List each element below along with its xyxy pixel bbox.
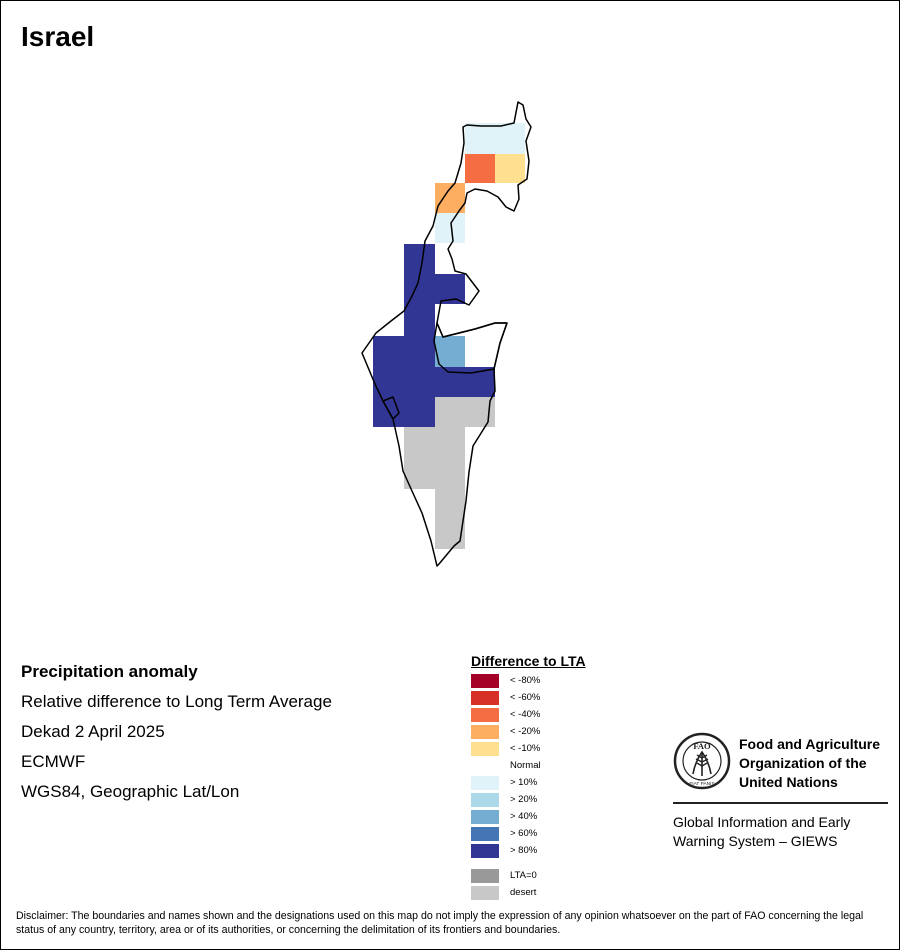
legend-label: < -10% bbox=[510, 743, 541, 754]
gaza-border bbox=[382, 396, 400, 420]
precip-grid bbox=[373, 123, 525, 549]
legend-swatch bbox=[471, 886, 499, 900]
grid-cell bbox=[435, 274, 465, 304]
legend-label: > 60% bbox=[510, 828, 538, 839]
giews-name: Global Information and Early Warning Sys… bbox=[673, 814, 851, 849]
map-canvas bbox=[361, 101, 532, 567]
grid-cell bbox=[495, 123, 525, 154]
legend-label: > 80% bbox=[510, 845, 538, 856]
legend-row: < -40% bbox=[471, 707, 586, 724]
grid-cell bbox=[435, 489, 465, 519]
legend-label: LTA=0 bbox=[510, 870, 537, 881]
info-heading: Precipitation anomaly bbox=[21, 662, 198, 681]
grid-cell bbox=[435, 458, 465, 489]
legend-row: > 40% bbox=[471, 809, 586, 826]
grid-cell bbox=[404, 397, 435, 427]
grid-cell bbox=[373, 367, 404, 397]
disclaimer: Disclaimer: The boundaries and names sho… bbox=[16, 910, 864, 936]
legend-swatch bbox=[471, 793, 499, 807]
fao-divider bbox=[673, 802, 888, 804]
legend-label: < -20% bbox=[510, 726, 541, 737]
legend-label: > 20% bbox=[510, 794, 538, 805]
legend-row: desert bbox=[471, 885, 586, 902]
legend-swatch bbox=[471, 742, 499, 756]
grid-cell bbox=[435, 519, 465, 549]
svg-text:FAO: FAO bbox=[693, 741, 711, 751]
legend-row: < -20% bbox=[471, 724, 586, 741]
legend-swatch bbox=[471, 844, 499, 858]
grid-cell bbox=[404, 336, 435, 367]
info-period: Dekad 2 April 2025 bbox=[21, 722, 165, 741]
legend-row: < -80% bbox=[471, 673, 586, 690]
legend-label: Normal bbox=[510, 760, 541, 771]
grid-cell bbox=[465, 123, 495, 154]
legend-extra-items: LTA=0 desert bbox=[471, 868, 586, 902]
legend-swatch bbox=[471, 691, 499, 705]
legend-swatch bbox=[471, 708, 499, 722]
map-title: Israel bbox=[21, 21, 95, 52]
legend-label: > 40% bbox=[510, 811, 538, 822]
legend-label: > 10% bbox=[510, 777, 538, 788]
west-bank-border bbox=[433, 322, 508, 374]
grid-cell bbox=[465, 154, 495, 183]
fao-name: Food and Agriculture Organization of the… bbox=[739, 736, 881, 790]
grid-cell bbox=[404, 304, 435, 336]
legend-row: < -60% bbox=[471, 690, 586, 707]
legend-swatch bbox=[471, 776, 499, 790]
grid-cell bbox=[404, 427, 435, 458]
grid-cell bbox=[373, 336, 404, 367]
grid-cell bbox=[404, 367, 435, 397]
legend-label: < -60% bbox=[510, 692, 541, 703]
info-source: ECMWF bbox=[21, 752, 86, 771]
legend-row: > 10% bbox=[471, 775, 586, 792]
legend-row: < -10% bbox=[471, 741, 586, 758]
fao-logo-icon: FAO FIAT PANIS bbox=[673, 732, 731, 790]
legend-label: < -40% bbox=[510, 709, 541, 720]
svg-text:FIAT PANIS: FIAT PANIS bbox=[689, 781, 714, 787]
legend-swatch bbox=[471, 869, 499, 883]
legend-label: desert bbox=[510, 887, 537, 898]
grid-cell bbox=[404, 244, 435, 274]
legend-row: LTA=0 bbox=[471, 868, 586, 885]
legend-swatch bbox=[471, 759, 499, 773]
legend: Difference to LTA < -80% < -60% < -40% < -2… bbox=[471, 653, 586, 902]
info-projection: WGS84, Geographic Lat/Lon bbox=[21, 782, 240, 801]
legend-swatch bbox=[471, 674, 499, 688]
legend-swatch bbox=[471, 725, 499, 739]
legend-title: Difference to LTA bbox=[471, 653, 586, 669]
info-description: Relative difference to Long Term Average bbox=[21, 692, 332, 711]
grid-cell bbox=[435, 427, 465, 458]
israel-border bbox=[361, 101, 532, 567]
legend-swatch bbox=[471, 810, 499, 824]
legend-swatch bbox=[471, 827, 499, 841]
grid-cell bbox=[435, 397, 465, 427]
map-info: Precipitation anomaly Relative differenc… bbox=[21, 657, 332, 807]
grid-cell bbox=[495, 154, 525, 183]
grid-cell bbox=[435, 336, 465, 367]
legend-row: > 60% bbox=[471, 826, 586, 843]
legend-row: Normal bbox=[471, 758, 586, 775]
legend-items: < -80% < -60% < -40% < -20% < -10% Normal > 10… bbox=[471, 673, 586, 860]
legend-row: > 20% bbox=[471, 792, 586, 809]
legend-row: > 80% bbox=[471, 843, 586, 860]
legend-label: < -80% bbox=[510, 675, 541, 686]
grid-cell bbox=[435, 213, 465, 243]
